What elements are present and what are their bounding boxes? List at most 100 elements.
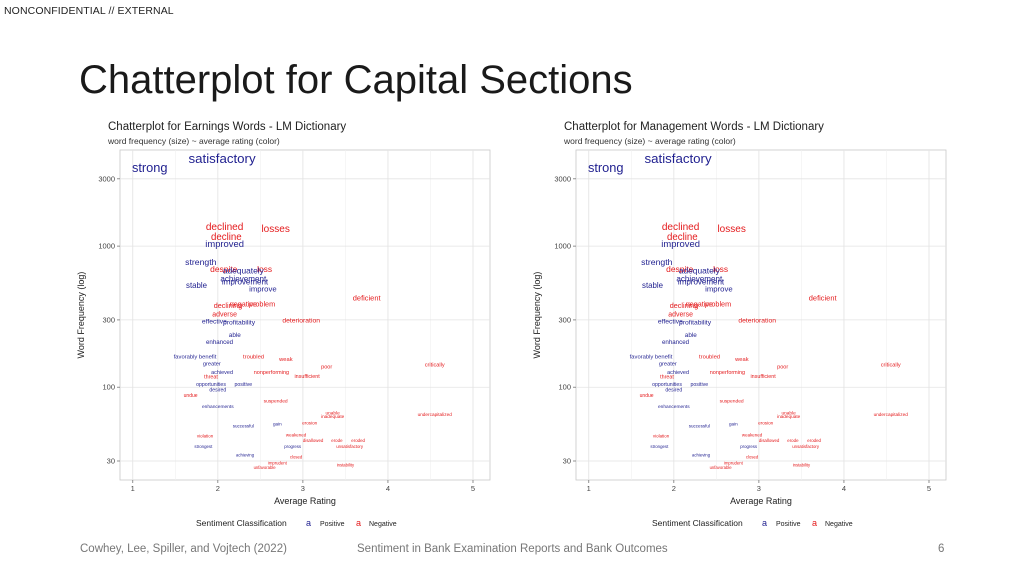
word-point: negative bbox=[686, 299, 713, 308]
word-point: erode bbox=[331, 438, 343, 443]
management-chatterplot: Chatterplot for Management Words - LM Di… bbox=[526, 110, 966, 540]
word-point: losses bbox=[261, 224, 289, 235]
x-tick-label: 5 bbox=[927, 484, 931, 493]
word-point: stable bbox=[642, 281, 664, 290]
word-point: unfavorable bbox=[254, 465, 277, 470]
word-point: despite bbox=[210, 264, 238, 274]
y-tick-label: 3000 bbox=[98, 174, 115, 183]
word-point: violation bbox=[197, 434, 214, 439]
word-point: despite bbox=[666, 264, 694, 274]
word-point: unsatisfactory bbox=[792, 444, 820, 449]
legend-key-negative: a bbox=[356, 518, 361, 528]
chart-subtitle: word frequency (size) ~ average rating (… bbox=[107, 136, 280, 146]
word-point: decline bbox=[667, 232, 698, 243]
word-point: progress bbox=[284, 444, 302, 449]
word-point: weak bbox=[278, 357, 293, 363]
word-point: instability bbox=[793, 463, 811, 468]
word-point: strong bbox=[132, 160, 168, 175]
word-point: erode bbox=[787, 438, 799, 443]
word-point: undue bbox=[640, 393, 654, 399]
word-point: effective bbox=[202, 318, 227, 325]
word-point: instability bbox=[337, 463, 355, 468]
word-point: favorably bbox=[174, 355, 198, 361]
x-tick-label: 3 bbox=[757, 484, 761, 493]
word-point: negative bbox=[230, 299, 257, 308]
word-point: progress bbox=[740, 444, 758, 449]
word-point: adverse bbox=[668, 311, 693, 318]
word-point: improve bbox=[249, 284, 277, 293]
word-point: achieved bbox=[211, 370, 233, 376]
chart-title: Chatterplot for Earnings Words - LM Dict… bbox=[108, 121, 346, 133]
word-point: gain bbox=[729, 421, 738, 426]
word-point: adequately bbox=[679, 266, 721, 276]
y-axis-label: Word Frequency (log) bbox=[76, 272, 86, 359]
word-point: positive bbox=[234, 382, 252, 388]
y-tick-label: 100 bbox=[102, 383, 115, 392]
page-number: 6 bbox=[938, 543, 945, 555]
word-point: greater bbox=[659, 362, 677, 368]
word-point: strong bbox=[588, 160, 624, 175]
x-tick-label: 5 bbox=[471, 484, 475, 493]
word-point: closed bbox=[290, 455, 303, 460]
word-point: deterioration bbox=[738, 317, 776, 324]
word-point: declining bbox=[214, 301, 243, 310]
word-point: benefit bbox=[655, 355, 673, 361]
word-point: eroded bbox=[807, 438, 821, 443]
word-point: satisfactory bbox=[189, 151, 256, 166]
legend-key-positive: a bbox=[762, 518, 767, 528]
word-point: problem bbox=[705, 299, 731, 308]
word-point: disallowed bbox=[303, 438, 324, 443]
word-point: poor bbox=[321, 365, 332, 371]
word-point: weakened bbox=[286, 432, 307, 437]
word-point: profitability bbox=[223, 319, 256, 326]
word-point: deficient bbox=[809, 293, 838, 302]
word-point: benefit bbox=[199, 355, 217, 361]
word-point: inadequate bbox=[321, 414, 345, 419]
plot-panel bbox=[119, 149, 491, 481]
legend-label-positive: Positive bbox=[320, 521, 345, 528]
y-tick-label: 300 bbox=[102, 315, 115, 324]
legend-label-negative: Negative bbox=[825, 521, 853, 528]
word-point: enhanced bbox=[206, 339, 234, 346]
x-tick-label: 4 bbox=[842, 484, 846, 493]
word-point: greater bbox=[203, 362, 221, 368]
word-point: unsatisfactory bbox=[336, 444, 364, 449]
word-point: stable bbox=[186, 281, 208, 290]
earnings-chatterplot: Chatterplot for Earnings Words - LM Dict… bbox=[70, 110, 510, 540]
y-tick-label: 1000 bbox=[554, 242, 571, 251]
word-point: deterioration bbox=[282, 317, 320, 324]
word-point: deficient bbox=[353, 293, 382, 302]
word-point: opportunities bbox=[196, 382, 226, 388]
word-point: threat bbox=[660, 374, 674, 380]
y-tick-label: 30 bbox=[107, 456, 115, 465]
y-tick-label: 30 bbox=[563, 456, 571, 465]
word-point: achievement bbox=[220, 274, 267, 283]
word-point: improvement bbox=[678, 277, 725, 286]
word-point: opportunities bbox=[652, 382, 682, 388]
x-axis-label: Average Rating bbox=[730, 496, 792, 506]
footer-citation: Cowhey, Lee, Spiller, and Vojtech (2022) bbox=[80, 543, 287, 555]
word-point: imprudent bbox=[724, 461, 744, 466]
legend-title: Sentiment Classification bbox=[652, 518, 743, 528]
word-point: undue bbox=[184, 393, 198, 399]
word-point: desired bbox=[665, 388, 682, 394]
slide-title: Chatterplot for Capital Sections bbox=[79, 58, 633, 102]
word-point: improved bbox=[205, 238, 244, 249]
word-point: declined bbox=[206, 222, 244, 233]
legend-key-negative: a bbox=[812, 518, 817, 528]
word-point: nonperforming bbox=[710, 370, 745, 376]
x-tick-label: 2 bbox=[216, 484, 220, 493]
word-point: unable bbox=[326, 410, 341, 416]
x-axis-label: Average Rating bbox=[274, 496, 336, 506]
word-point: undercapitalized bbox=[874, 412, 909, 417]
x-tick-label: 1 bbox=[131, 484, 135, 493]
legend-label-positive: Positive bbox=[776, 521, 801, 528]
word-point: losses bbox=[717, 224, 745, 235]
word-point: eroded bbox=[351, 438, 365, 443]
word-point: adverse bbox=[212, 311, 237, 318]
word-point: loss bbox=[713, 264, 728, 274]
word-point: achievement bbox=[676, 274, 723, 283]
word-point: able bbox=[685, 332, 697, 339]
